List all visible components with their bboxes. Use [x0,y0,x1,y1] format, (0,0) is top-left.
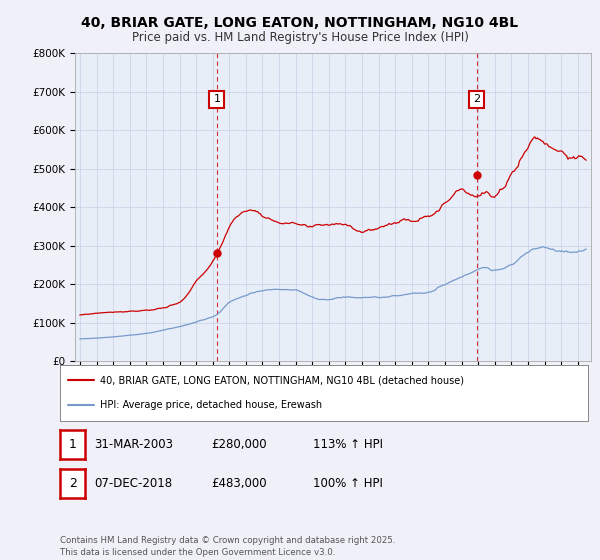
Text: HPI: Average price, detached house, Erewash: HPI: Average price, detached house, Erew… [100,400,322,410]
Text: Price paid vs. HM Land Registry's House Price Index (HPI): Price paid vs. HM Land Registry's House … [131,31,469,44]
Text: 113% ↑ HPI: 113% ↑ HPI [313,438,383,451]
Text: 2: 2 [68,477,77,491]
Text: 40, BRIAR GATE, LONG EATON, NOTTINGHAM, NG10 4BL (detached house): 40, BRIAR GATE, LONG EATON, NOTTINGHAM, … [100,375,464,385]
Text: £280,000: £280,000 [211,438,267,451]
Text: 100% ↑ HPI: 100% ↑ HPI [313,477,383,491]
Text: Contains HM Land Registry data © Crown copyright and database right 2025.
This d: Contains HM Land Registry data © Crown c… [60,536,395,557]
Text: 31-MAR-2003: 31-MAR-2003 [94,438,173,451]
Text: 1: 1 [68,438,77,451]
Text: 1: 1 [214,95,220,104]
Text: 40, BRIAR GATE, LONG EATON, NOTTINGHAM, NG10 4BL: 40, BRIAR GATE, LONG EATON, NOTTINGHAM, … [82,16,518,30]
Text: 07-DEC-2018: 07-DEC-2018 [94,477,172,491]
Text: £483,000: £483,000 [211,477,267,491]
Text: 2: 2 [473,95,481,104]
